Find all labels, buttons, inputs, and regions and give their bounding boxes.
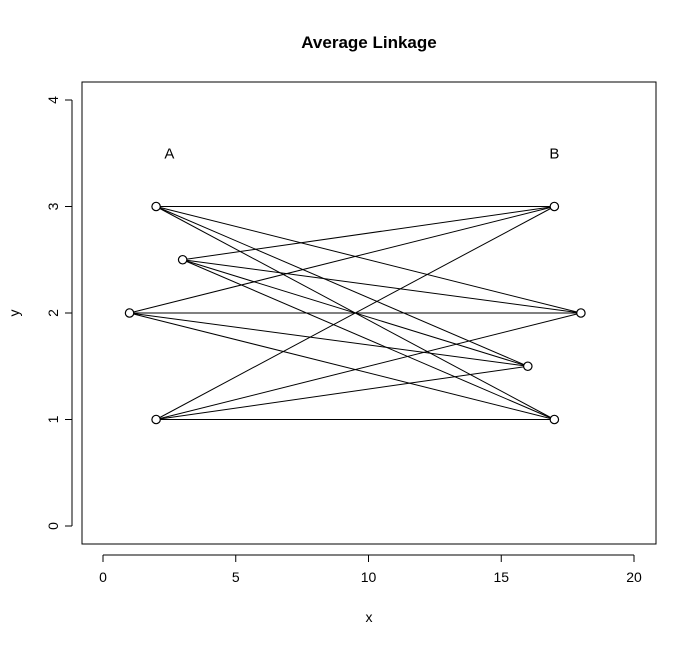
y-tick-label: 4	[45, 96, 61, 104]
linkage-line	[182, 206, 555, 261]
linkage-line	[129, 312, 528, 367]
x-tick-label: 10	[361, 569, 377, 585]
point-group-a	[177, 254, 188, 265]
linkage-lines	[129, 206, 582, 420]
y-axis: 0 1 2 3 4	[45, 96, 73, 530]
x-axis-label: x	[366, 609, 373, 625]
linkage-line	[155, 206, 582, 314]
point-group-b	[522, 361, 533, 372]
y-tick-label: 3	[45, 202, 61, 210]
y-tick-label: 2	[45, 309, 61, 317]
point-group-b	[549, 201, 560, 212]
y-tick-label: 1	[45, 415, 61, 423]
y-axis-label: y	[6, 310, 22, 317]
linkage-line	[182, 259, 555, 420]
linkage-line	[155, 206, 528, 367]
linkage-line	[155, 312, 582, 420]
linkage-line	[156, 365, 528, 420]
linkage-line	[129, 206, 555, 314]
x-tick-label: 20	[626, 569, 642, 585]
plot-frame	[81, 81, 657, 545]
point-group-a	[124, 308, 135, 318]
linkage-line	[182, 259, 581, 314]
cluster-label-a: A	[164, 145, 174, 162]
linkage-line	[129, 312, 555, 420]
x-axis: 0 5 10 15 20	[99, 554, 642, 585]
x-tick-label: 0	[99, 569, 107, 585]
cluster-label-b: B	[549, 145, 559, 162]
chart-title: Average Linkage	[301, 33, 436, 52]
x-tick-label: 5	[232, 569, 240, 585]
y-tick-label: 0	[45, 522, 61, 530]
point-group-b	[549, 414, 560, 425]
data-points	[124, 201, 586, 425]
point-group-a	[151, 414, 161, 425]
linkage-line	[155, 206, 555, 420]
point-group-a	[151, 201, 161, 212]
point-group-b	[576, 308, 586, 318]
x-tick-label: 15	[493, 569, 509, 585]
